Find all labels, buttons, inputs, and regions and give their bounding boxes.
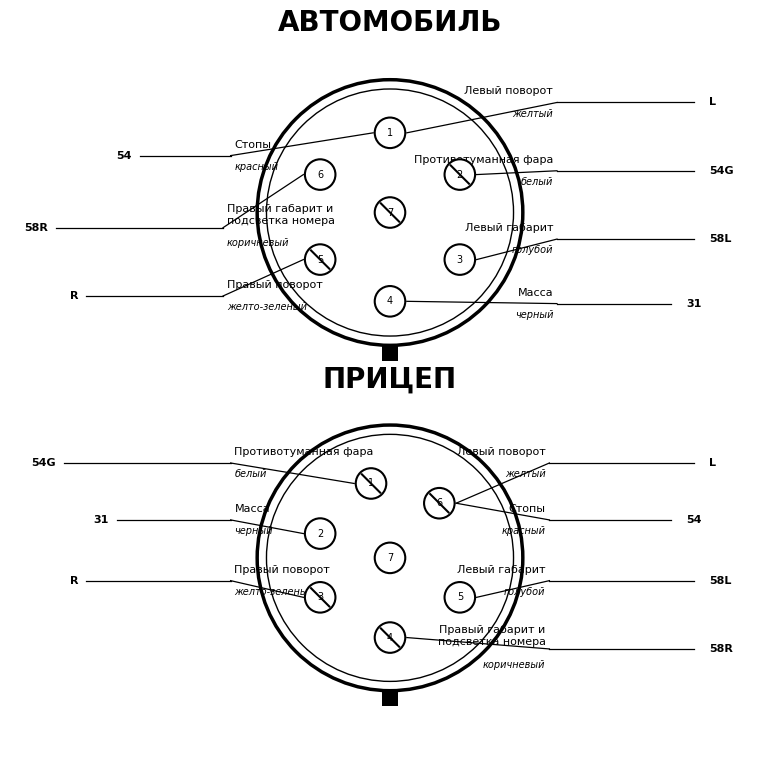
Text: 54: 54 xyxy=(116,150,132,161)
Text: 7: 7 xyxy=(387,207,393,218)
Bar xyxy=(381,345,399,361)
Text: Левый габарит: Левый габарит xyxy=(465,223,553,233)
Text: 3: 3 xyxy=(457,254,463,265)
Text: Правый габарит и: Правый габарит и xyxy=(227,204,333,214)
Text: R: R xyxy=(70,291,79,301)
Text: красный: красный xyxy=(502,526,545,536)
Text: 31: 31 xyxy=(686,298,701,309)
Text: 58L: 58L xyxy=(709,575,731,586)
Circle shape xyxy=(305,244,335,275)
Text: 6: 6 xyxy=(317,169,323,180)
Text: подсветка номера: подсветка номера xyxy=(227,216,335,226)
Text: белый: белый xyxy=(521,177,553,187)
Text: 4: 4 xyxy=(387,296,393,307)
Circle shape xyxy=(374,197,406,228)
Text: L: L xyxy=(709,97,716,108)
Text: Левый поворот: Левый поворот xyxy=(457,447,545,457)
Text: коричневый: коричневый xyxy=(227,238,289,248)
Text: Левый поворот: Левый поворот xyxy=(464,87,553,96)
Circle shape xyxy=(374,118,406,148)
Text: 1: 1 xyxy=(368,478,374,489)
Text: 2: 2 xyxy=(317,528,323,539)
Text: желтый: желтый xyxy=(512,109,553,118)
Text: Противотуманная фара: Противотуманная фара xyxy=(235,447,374,457)
Text: 3: 3 xyxy=(317,592,323,603)
Text: голубой: голубой xyxy=(504,587,545,597)
Text: 5: 5 xyxy=(457,592,463,603)
Text: 54: 54 xyxy=(686,515,701,525)
Circle shape xyxy=(305,159,335,190)
Text: Стопы: Стопы xyxy=(509,504,545,514)
Circle shape xyxy=(305,518,335,549)
Text: L: L xyxy=(709,458,716,468)
Text: желто-зеленый: желто-зеленый xyxy=(235,587,314,597)
Circle shape xyxy=(424,488,455,518)
Text: 4: 4 xyxy=(387,632,393,643)
Text: АВТОМОБИЛЬ: АВТОМОБИЛЬ xyxy=(278,9,502,36)
Text: Левый габарит: Левый габарит xyxy=(457,565,545,575)
Text: 6: 6 xyxy=(436,498,442,509)
Text: 2: 2 xyxy=(457,169,463,180)
Circle shape xyxy=(374,622,406,653)
Text: Правый поворот: Правый поворот xyxy=(227,280,323,290)
Text: Правый габарит и: Правый габарит и xyxy=(439,625,545,635)
Text: черный: черный xyxy=(515,310,553,320)
Text: желтый: желтый xyxy=(505,469,545,479)
Text: 58R: 58R xyxy=(709,644,732,654)
Text: 58L: 58L xyxy=(709,234,731,244)
Text: подсветка номера: подсветка номера xyxy=(438,638,545,647)
Circle shape xyxy=(374,543,406,573)
Circle shape xyxy=(374,286,406,317)
Circle shape xyxy=(445,582,475,613)
Text: 5: 5 xyxy=(317,254,323,265)
Text: 7: 7 xyxy=(387,553,393,563)
Text: 1: 1 xyxy=(387,128,393,138)
Text: красный: красный xyxy=(235,162,278,172)
Text: ПРИЦЕП: ПРИЦЕП xyxy=(323,366,457,393)
Bar xyxy=(381,691,399,706)
Text: черный: черный xyxy=(235,526,273,536)
Text: Правый поворот: Правый поворот xyxy=(235,565,330,575)
Text: 54G: 54G xyxy=(31,458,56,468)
Text: коричневый: коричневый xyxy=(483,660,545,669)
Circle shape xyxy=(305,582,335,613)
Text: Противотуманная фара: Противотуманная фара xyxy=(414,155,553,165)
Text: Масса: Масса xyxy=(235,504,270,514)
Circle shape xyxy=(445,159,475,190)
Text: R: R xyxy=(70,575,79,586)
Text: голубой: голубой xyxy=(512,245,553,255)
Text: белый: белый xyxy=(235,469,267,479)
Text: Масса: Масса xyxy=(518,288,553,298)
Text: желто-зеленый: желто-зеленый xyxy=(227,302,307,312)
Text: 54G: 54G xyxy=(709,165,733,176)
Text: 31: 31 xyxy=(94,515,109,525)
Circle shape xyxy=(356,468,386,499)
Text: 58R: 58R xyxy=(25,222,48,233)
Text: Стопы: Стопы xyxy=(235,140,271,150)
Circle shape xyxy=(445,244,475,275)
